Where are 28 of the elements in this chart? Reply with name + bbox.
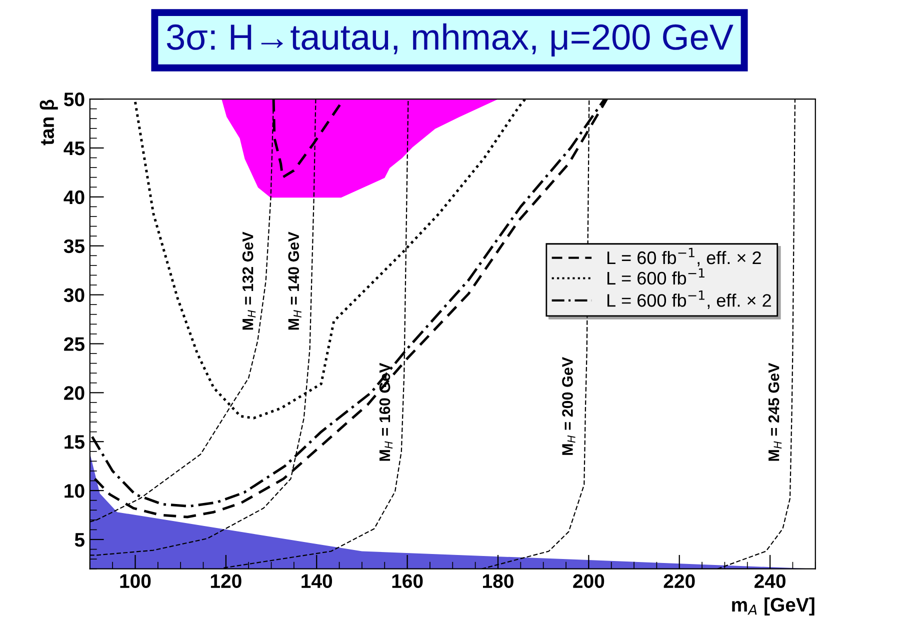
legend-label: L = 600 fb$^{−1}$, eff. × 2 <box>607 290 771 309</box>
y-tick-label: 5 <box>74 533 84 547</box>
annotation: M$_{H}$ = 245 GeV <box>768 362 782 461</box>
y-tick-label: 40 <box>64 190 84 204</box>
x-tick-label: 220 <box>664 574 695 588</box>
x-tick-label: 160 <box>392 574 423 588</box>
y-tick-label: 25 <box>64 337 84 351</box>
x-tick-label: 100 <box>120 574 151 588</box>
x-tick-label: 140 <box>302 574 332 588</box>
y-tick-label: 45 <box>64 142 84 156</box>
y-tick-label: 30 <box>64 288 84 302</box>
legend-label: L = 60 fb$^{−1}$, eff. × 2 <box>607 248 761 266</box>
x-tick-label: 240 <box>754 574 786 588</box>
x-tick-label: 180 <box>482 574 514 588</box>
x-axis-title: m$_{A}$ [GeV] <box>732 597 814 616</box>
x-tick-label: 200 <box>573 574 604 588</box>
legend-label: L = 600 fb$^{−1}$ <box>607 268 704 285</box>
annotation: M$_{H}$ = 200 GeV <box>562 357 576 455</box>
y-tick-label: 20 <box>64 386 84 400</box>
chart-title: 3σ: H→tautau, mhmax, μ=200 GeV <box>166 23 734 56</box>
y-tick-label: 50 <box>64 92 84 106</box>
y-axis-title: tan β <box>40 100 58 146</box>
annotation: M$_{H}$ = 140 GeV <box>288 232 302 330</box>
annotation: M$_{H}$ = 132 GeV <box>242 232 256 330</box>
y-tick-label: 10 <box>64 484 84 498</box>
x-tick-label: 120 <box>210 574 242 588</box>
y-tick-label: 15 <box>64 435 84 449</box>
y-tick-label: 35 <box>64 239 84 254</box>
